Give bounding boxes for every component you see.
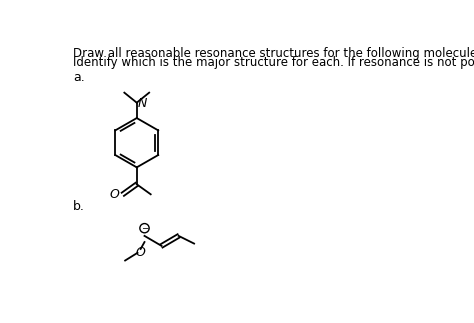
Text: Identify which is the major structure for each. If resonance is not possible, wr: Identify which is the major structure fo… xyxy=(73,57,474,69)
Text: −: − xyxy=(141,224,148,233)
Text: N: N xyxy=(137,97,147,110)
Text: O: O xyxy=(109,188,119,201)
Text: b.: b. xyxy=(73,201,85,214)
Text: O: O xyxy=(136,246,146,259)
Text: a.: a. xyxy=(73,71,85,84)
Text: Draw all reasonable resonance structures for the following molecules and explain: Draw all reasonable resonance structures… xyxy=(73,47,474,60)
